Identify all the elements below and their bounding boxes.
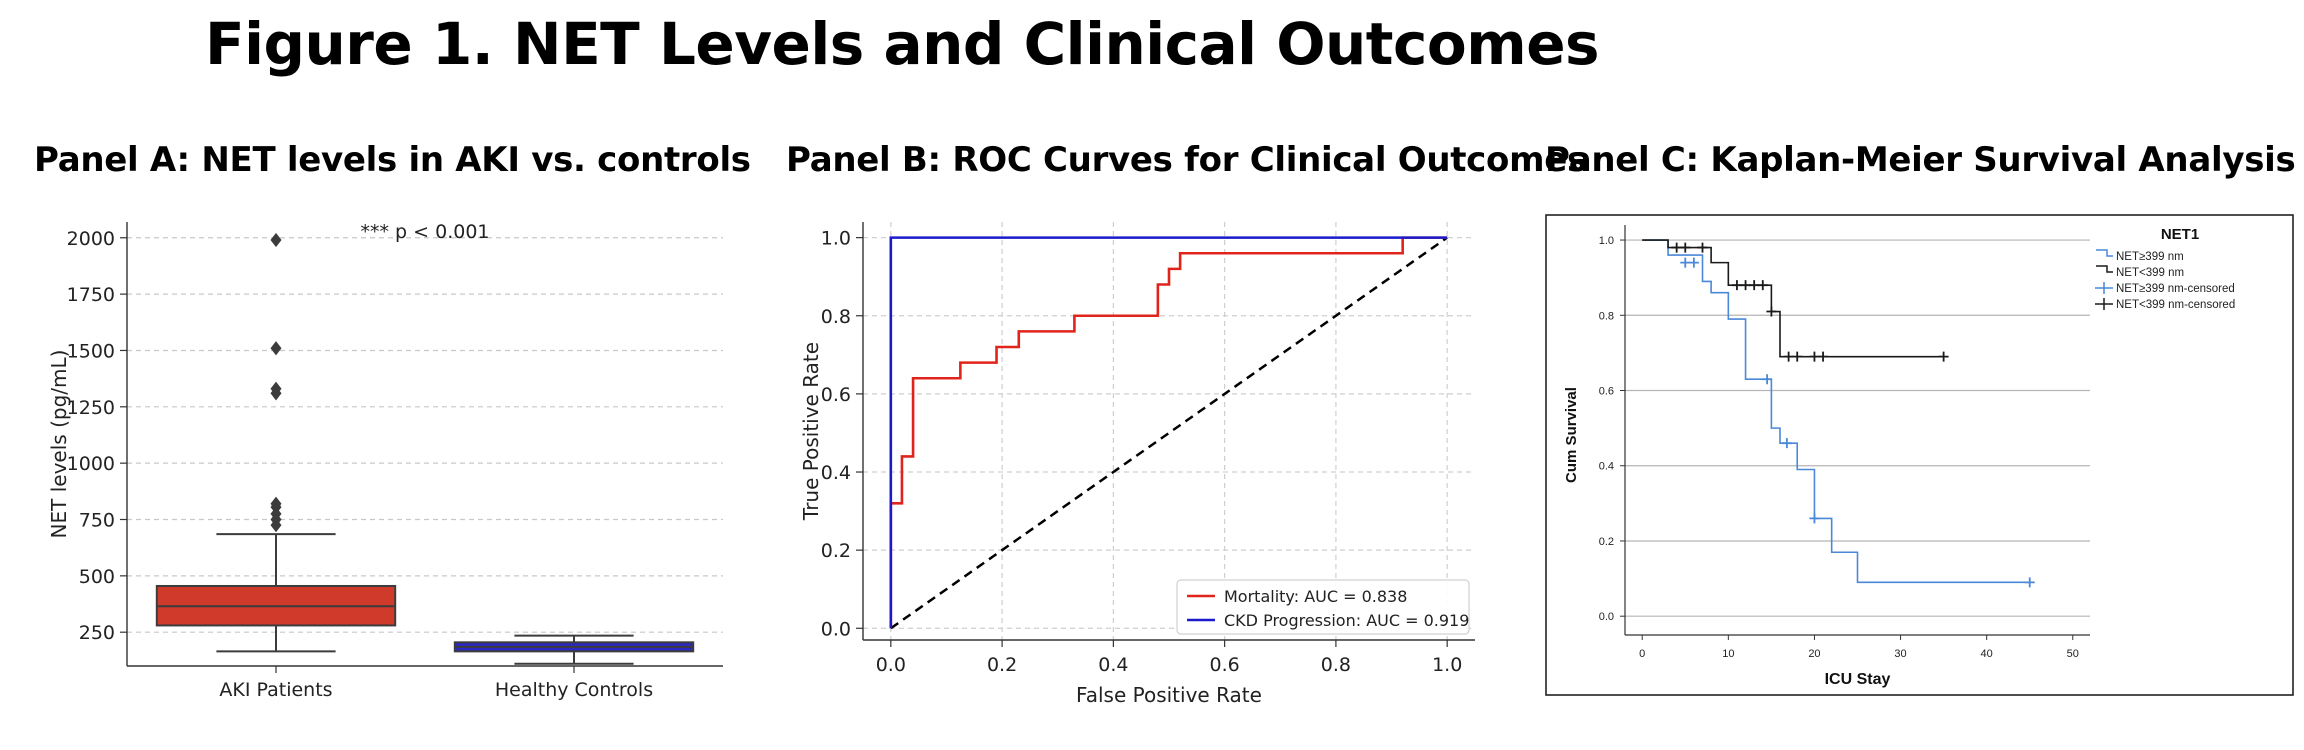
- outlier-point: [271, 341, 282, 355]
- legend-label: Mortality: AUC = 0.838: [1224, 587, 1407, 606]
- x-tick-label: 0.6: [1210, 654, 1240, 676]
- y-tick-label: 750: [79, 510, 115, 532]
- y-tick-label: 250: [79, 622, 115, 644]
- x-tick-label: AKI Patients: [219, 679, 332, 701]
- x-tick-label: 50: [2067, 648, 2079, 660]
- y-tick-label: 2000: [67, 228, 115, 250]
- y-tick-label: 1000: [67, 453, 115, 475]
- legend-title: NET1: [2161, 226, 2199, 243]
- y-tick-label: 0.2: [821, 540, 851, 562]
- x-tick-label: 20: [1808, 648, 1820, 660]
- y-tick-label: 0.0: [821, 618, 851, 640]
- panel-c-km-chart: 0.0 0.2 0.4 0.6 0.8 1.0 0 10 20 30 40 50 ICU Stay Cum…: [1545, 0, 2304, 750]
- y-tick-label: 1500: [67, 340, 115, 362]
- y-tick-label: 0.0: [1599, 611, 1614, 623]
- x-tick-label: 40: [1981, 648, 1993, 660]
- outlier-point: [271, 233, 282, 247]
- chance-diagonal: [891, 238, 1447, 629]
- x-tick-label: 30: [1894, 648, 1906, 660]
- y-tick-label: 1.0: [821, 228, 851, 250]
- legend-label: NET≥399 nm-censored: [2116, 283, 2235, 295]
- legend-label: NET≥399 nm: [2116, 251, 2184, 263]
- legend-label: NET<399 nm-censored: [2116, 299, 2235, 311]
- x-axis-label: ICU Stay: [1825, 671, 1891, 688]
- panel-a-boxplot: 250 500 750 1000 1250 1500 1750 2000 NET levels …: [0, 0, 760, 750]
- y-axis-label: NET levels (pg/mL): [47, 350, 71, 539]
- y-tick-label: 0.8: [821, 306, 851, 328]
- panel-b-roc-chart: 0.0 0.2 0.4 0.6 0.8 1.0 0.0 0.2 0.4 0.6 0.8 1.0 Fals…: [760, 0, 1540, 750]
- x-axis-label: False Positive Rate: [1076, 683, 1262, 707]
- y-tick-label: 0.8: [1599, 310, 1614, 322]
- y-tick-label: 1750: [67, 284, 115, 306]
- y-tick-label: 1250: [67, 397, 115, 419]
- y-tick-label: 0.4: [821, 462, 851, 484]
- x-tick-label: 1.0: [1432, 654, 1462, 676]
- x-tick-label: 0.4: [1098, 654, 1128, 676]
- y-axis-label: True Positive Rate: [799, 342, 823, 521]
- legend-label: NET<399 nm: [2116, 267, 2184, 279]
- x-tick-label: 10: [1722, 648, 1734, 660]
- y-axis-label: Cum Survival: [1563, 387, 1580, 483]
- x-tick-label: Healthy Controls: [495, 679, 653, 701]
- x-tick-label: 0.8: [1321, 654, 1351, 676]
- p-value-annotation: *** p < 0.001: [361, 221, 490, 243]
- y-tick-label: 0.2: [1599, 536, 1614, 548]
- y-tick-label: 0.4: [1599, 461, 1614, 473]
- x-tick-label: 0: [1639, 648, 1645, 660]
- legend-label: CKD Progression: AUC = 0.919: [1224, 611, 1469, 630]
- y-tick-label: 500: [79, 566, 115, 588]
- y-tick-label: 0.6: [821, 384, 851, 406]
- x-tick-label: 0.2: [987, 654, 1017, 676]
- x-tick-label: 0.0: [876, 654, 906, 676]
- y-tick-label: 1.0: [1599, 235, 1614, 247]
- y-tick-label: 0.6: [1599, 386, 1614, 398]
